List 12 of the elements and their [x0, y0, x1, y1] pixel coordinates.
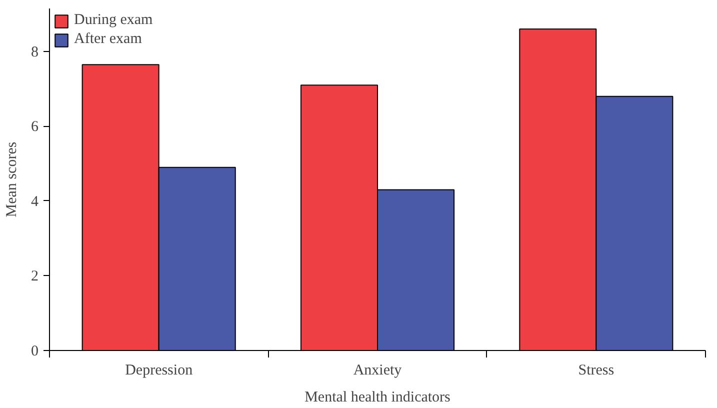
y-tick-label: 2	[31, 268, 38, 285]
legend-label: During exam	[74, 12, 153, 29]
y-tick-label: 6	[31, 119, 39, 136]
x-axis-title: Mental health indicators	[304, 390, 451, 406]
x-tick-label: Stress	[578, 362, 614, 378]
x-tick-label: Anxiety	[353, 362, 402, 378]
y-tick-label: 0	[31, 344, 38, 360]
y-tick-label: 4	[31, 194, 39, 210]
legend-label: After exam	[74, 31, 142, 48]
y-axis-title: Mean scores	[4, 142, 20, 218]
x-tick-label: Depression	[125, 362, 194, 378]
y-tick-label: 8	[31, 44, 38, 60]
